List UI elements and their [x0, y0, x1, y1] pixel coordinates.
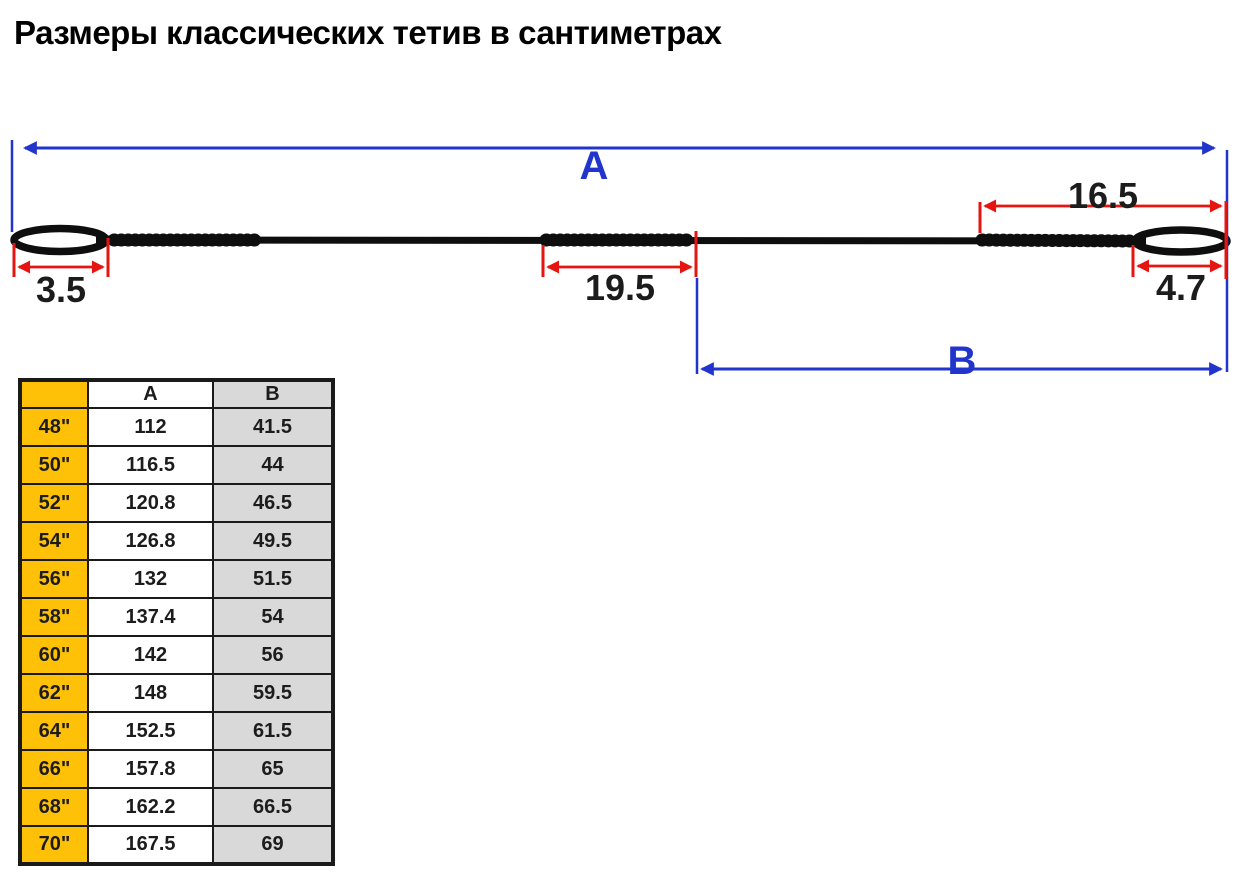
cell-a-value: 116.5: [87, 445, 214, 485]
cell-b-value: 41.5: [212, 407, 334, 447]
table-row: 48" 112 41.5: [19, 407, 334, 447]
table-row: 66" 157.8 65: [19, 749, 334, 789]
left-loop: [10, 224, 110, 256]
dim-left-loop: [12, 238, 110, 277]
cell-a-value: 152.5: [87, 711, 214, 751]
row-size-label: 62": [19, 673, 89, 713]
cell-a-value: 132: [87, 559, 214, 599]
row-size-label: 52": [19, 483, 89, 523]
table-header-row: A B: [19, 379, 334, 409]
table-row: 70" 167.5 69: [19, 825, 334, 865]
table-row: 58" 137.4 54: [19, 597, 334, 637]
cell-a-value: 148: [87, 673, 214, 713]
cell-b-value: 56: [212, 635, 334, 675]
table-row: 60" 142 56: [19, 635, 334, 675]
cell-b-value: 65: [212, 749, 334, 789]
row-size-label: 58": [19, 597, 89, 637]
cell-b-value: 49.5: [212, 521, 334, 561]
cell-b-value: 51.5: [212, 559, 334, 599]
cell-b-value: 44: [212, 445, 334, 485]
cell-a-value: 126.8: [87, 521, 214, 561]
row-size-label: 60": [19, 635, 89, 675]
table-row: 50" 116.5 44: [19, 445, 334, 485]
cell-a-value: 120.8: [87, 483, 214, 523]
header-b: B: [212, 379, 334, 409]
header-a: A: [87, 379, 214, 409]
row-size-label: 54": [19, 521, 89, 561]
dim-right-serving-value: 16.5: [1067, 175, 1139, 216]
dim-right-serving: [978, 199, 1228, 279]
row-size-label: 56": [19, 559, 89, 599]
row-size-label: 48": [19, 407, 89, 447]
cell-a-value: 137.4: [87, 597, 214, 637]
dim-right-loop-value: 4.7: [1155, 267, 1207, 308]
row-size-label: 50": [19, 445, 89, 485]
row-size-label: 66": [19, 749, 89, 789]
table-row: 54" 126.8 49.5: [19, 521, 334, 561]
dim-left-loop-value: 3.5: [35, 269, 87, 310]
header-size: [19, 379, 89, 409]
cell-a-value: 112: [87, 407, 214, 447]
right-serving: [975, 233, 1137, 248]
row-size-label: 70": [19, 825, 89, 865]
bowstring-drawing: [10, 224, 1231, 256]
dim-center-serving: [541, 231, 698, 277]
dim-center-serving-value: 19.5: [584, 267, 656, 308]
table-row: 64" 152.5 61.5: [19, 711, 334, 751]
cell-b-value: 54: [212, 597, 334, 637]
table-row: 52" 120.8 46.5: [19, 483, 334, 523]
right-loop: [1131, 226, 1231, 256]
cell-a-value: 162.2: [87, 787, 214, 827]
dim-b-label: B: [947, 339, 977, 383]
cell-a-value: 142: [87, 635, 214, 675]
cell-b-value: 59.5: [212, 673, 334, 713]
table-row: 62" 148 59.5: [19, 673, 334, 713]
table-row: 56" 132 51.5: [19, 559, 334, 599]
dim-a-label: A: [579, 144, 609, 188]
size-table: A B 48" 112 41.5 50" 116.5 44 52" 120.8 46.5 54" 1…: [18, 378, 335, 866]
size-table-body: 48" 112 41.5 50" 116.5 44 52" 120.8 46.5 54" 126.8…: [19, 407, 334, 865]
bowstring-diagram: [10, 140, 1231, 376]
row-size-label: 68": [19, 787, 89, 827]
cell-b-value: 66.5: [212, 787, 334, 827]
dim-right-loop: [1131, 245, 1223, 277]
cell-b-value: 69: [212, 825, 334, 865]
row-size-label: 64": [19, 711, 89, 751]
dim-b: [695, 278, 1223, 376]
cell-a-value: 157.8: [87, 749, 214, 789]
cell-b-value: 46.5: [212, 483, 334, 523]
table-row: 68" 162.2 66.5: [19, 787, 334, 827]
page-title: Размеры классических тетив в сантиметрах: [14, 14, 722, 51]
cell-a-value: 167.5: [87, 825, 214, 865]
cell-b-value: 61.5: [212, 711, 334, 751]
